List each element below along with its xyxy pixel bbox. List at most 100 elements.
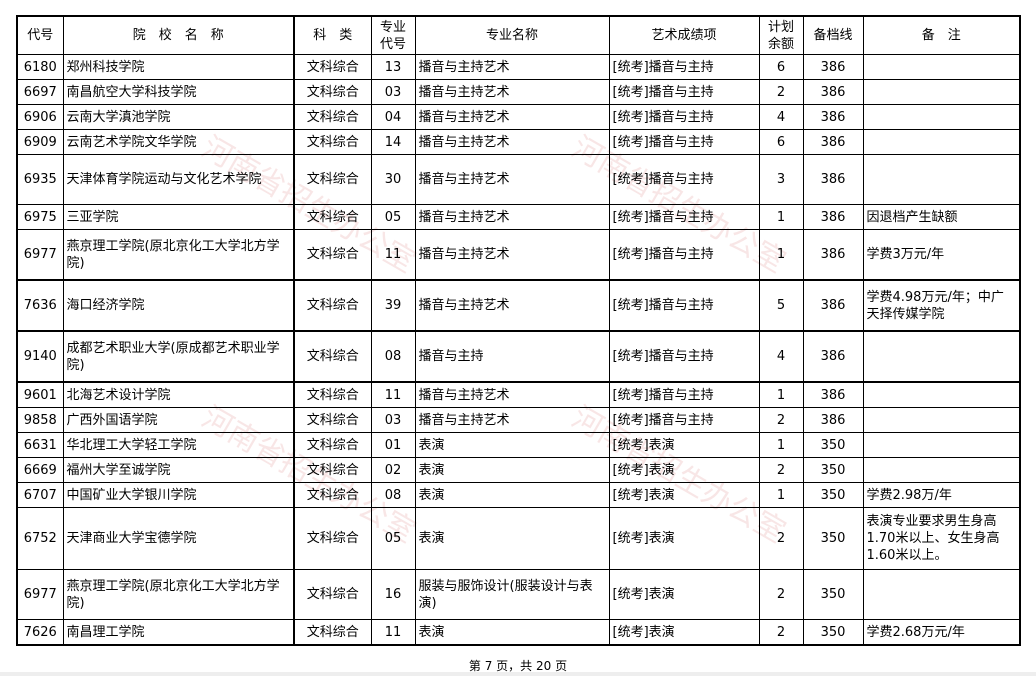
cell-art-score: [统考]表演 bbox=[608, 569, 760, 620]
cell-major-code: 05 bbox=[370, 204, 416, 230]
cell-major-code: 14 bbox=[370, 129, 416, 155]
cell-major-code: 39 bbox=[370, 279, 416, 332]
cell-major: 播音与主持艺术 bbox=[414, 79, 610, 105]
cell-note bbox=[862, 381, 1021, 408]
cell-note bbox=[862, 129, 1021, 155]
cell-code: 6631 bbox=[16, 432, 64, 458]
cell-line: 350 bbox=[802, 482, 864, 508]
cell-category: 文科综合 bbox=[293, 229, 372, 281]
cell-art-score: [统考]播音与主持 bbox=[608, 229, 760, 281]
cell-school: 中国矿业大学银川学院 bbox=[62, 482, 295, 508]
cell-school: 天津商业大学宝德学院 bbox=[62, 507, 295, 570]
cell-note: 学费3万元/年 bbox=[862, 229, 1021, 281]
cell-school: 成都艺术职业大学(原成都艺术职业学院) bbox=[62, 330, 295, 383]
cell-art-score: [统考]表演 bbox=[608, 619, 760, 646]
cell-major: 表演 bbox=[414, 507, 610, 570]
cell-major: 播音与主持艺术 bbox=[414, 154, 610, 205]
table-header: 代号 院 校 名 称 科 类 专业代号 专业名称 艺术成绩项 计划余额 备档线 … bbox=[16, 15, 1021, 55]
cell-major: 播音与主持 bbox=[414, 330, 610, 383]
cell-line: 386 bbox=[802, 204, 864, 230]
cell-school: 燕京理工学院(原北京化工大学北方学院) bbox=[62, 569, 295, 620]
cell-remaining: 6 bbox=[758, 54, 804, 80]
table-row: 6669 福州大学至诚学院 文科综合 02 表演 [统考]表演 2 350 bbox=[16, 457, 1021, 483]
cell-major-code: 04 bbox=[370, 104, 416, 130]
cell-school: 天津体育学院运动与文化艺术学院 bbox=[62, 154, 295, 205]
cell-line: 386 bbox=[802, 104, 864, 130]
cell-remaining: 1 bbox=[758, 482, 804, 508]
cell-note bbox=[862, 79, 1021, 105]
header-remaining: 计划余额 bbox=[758, 15, 804, 55]
cell-school: 广西外国语学院 bbox=[62, 407, 295, 433]
cell-note: 学费2.98万/年 bbox=[862, 482, 1021, 508]
table-row: 7626 南昌理工学院 文科综合 11 表演 [统考]表演 2 350 学费2.68万元/年 bbox=[16, 619, 1021, 646]
cell-code: 6909 bbox=[16, 129, 64, 155]
table-row: 6935 天津体育学院运动与文化艺术学院 文科综合 30 播音与主持艺术 [统考]播音与主… bbox=[16, 154, 1021, 205]
cell-remaining: 1 bbox=[758, 229, 804, 281]
cell-school: 三亚学院 bbox=[62, 204, 295, 230]
cell-school: 北海艺术设计学院 bbox=[62, 381, 295, 408]
cell-line: 386 bbox=[802, 407, 864, 433]
cell-category: 文科综合 bbox=[293, 104, 372, 130]
cell-remaining: 6 bbox=[758, 129, 804, 155]
cell-major-code: 13 bbox=[370, 54, 416, 80]
cell-category: 文科综合 bbox=[293, 204, 372, 230]
header-code: 代号 bbox=[16, 15, 64, 55]
cell-remaining: 4 bbox=[758, 104, 804, 130]
cell-school: 南昌理工学院 bbox=[62, 619, 295, 646]
cell-remaining: 1 bbox=[758, 381, 804, 408]
cell-remaining: 2 bbox=[758, 619, 804, 646]
cell-major: 播音与主持艺术 bbox=[414, 229, 610, 281]
cell-category: 文科综合 bbox=[293, 432, 372, 458]
cell-code: 6977 bbox=[16, 569, 64, 620]
cell-category: 文科综合 bbox=[293, 482, 372, 508]
cell-code: 6977 bbox=[16, 229, 64, 281]
table-row: 6977 燕京理工学院(原北京化工大学北方学院) 文科综合 16 服装与服饰设计(服装设… bbox=[16, 569, 1021, 620]
cell-art-score: [统考]播音与主持 bbox=[608, 204, 760, 230]
cell-art-score: [统考]表演 bbox=[608, 482, 760, 508]
cell-art-score: [统考]播音与主持 bbox=[608, 330, 760, 383]
cell-note bbox=[862, 330, 1021, 383]
cell-art-score: [统考]播音与主持 bbox=[608, 381, 760, 408]
cell-note bbox=[862, 569, 1021, 620]
cell-code: 7626 bbox=[16, 619, 64, 646]
cell-category: 文科综合 bbox=[293, 507, 372, 570]
cell-major-code: 30 bbox=[370, 154, 416, 205]
cell-note: 因退档产生缺额 bbox=[862, 204, 1021, 230]
cell-line: 386 bbox=[802, 154, 864, 205]
cell-major-code: 16 bbox=[370, 569, 416, 620]
cell-art-score: [统考]表演 bbox=[608, 507, 760, 570]
cell-line: 386 bbox=[802, 79, 864, 105]
cell-category: 文科综合 bbox=[293, 54, 372, 80]
cell-art-score: [统考]播音与主持 bbox=[608, 129, 760, 155]
cell-line: 350 bbox=[802, 457, 864, 483]
cell-remaining: 5 bbox=[758, 279, 804, 332]
cell-major: 播音与主持艺术 bbox=[414, 54, 610, 80]
cell-major-code: 03 bbox=[370, 79, 416, 105]
cell-line: 386 bbox=[802, 54, 864, 80]
cell-major: 播音与主持艺术 bbox=[414, 104, 610, 130]
cell-major-code: 08 bbox=[370, 482, 416, 508]
cell-code: 6975 bbox=[16, 204, 64, 230]
cell-code: 6669 bbox=[16, 457, 64, 483]
cell-art-score: [统考]表演 bbox=[608, 432, 760, 458]
table-row: 6752 天津商业大学宝德学院 文科综合 05 表演 [统考]表演 2 350 表演专业要求男生… bbox=[16, 507, 1021, 570]
cell-remaining: 1 bbox=[758, 204, 804, 230]
cell-note: 学费2.68万元/年 bbox=[862, 619, 1021, 646]
cell-code: 9858 bbox=[16, 407, 64, 433]
cell-category: 文科综合 bbox=[293, 279, 372, 332]
cell-line: 350 bbox=[802, 619, 864, 646]
cell-school: 燕京理工学院(原北京化工大学北方学院) bbox=[62, 229, 295, 281]
cell-major: 表演 bbox=[414, 432, 610, 458]
cell-category: 文科综合 bbox=[293, 330, 372, 383]
cell-line: 386 bbox=[802, 381, 864, 408]
table-row: 6906 云南大学滇池学院 文科综合 04 播音与主持艺术 [统考]播音与主持 4 386 bbox=[16, 104, 1021, 130]
cell-category: 文科综合 bbox=[293, 79, 372, 105]
cell-major-code: 01 bbox=[370, 432, 416, 458]
cell-major-code: 02 bbox=[370, 457, 416, 483]
cell-remaining: 2 bbox=[758, 457, 804, 483]
cell-remaining: 3 bbox=[758, 154, 804, 205]
cell-major: 播音与主持艺术 bbox=[414, 381, 610, 408]
cell-major: 播音与主持艺术 bbox=[414, 407, 610, 433]
cell-line: 386 bbox=[802, 229, 864, 281]
cell-major: 播音与主持艺术 bbox=[414, 204, 610, 230]
